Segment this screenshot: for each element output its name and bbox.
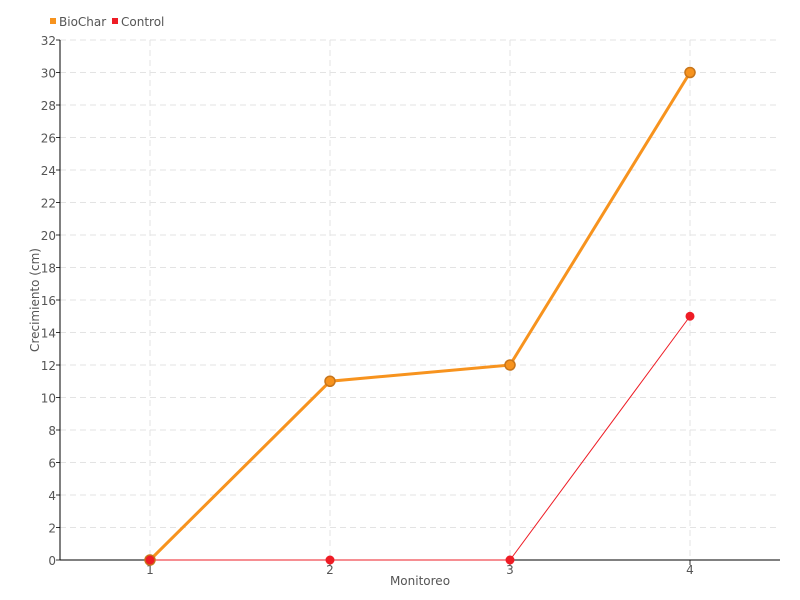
x-tick-label: 4 (686, 563, 694, 577)
y-tick-label: 18 (41, 262, 56, 276)
data-point-control (145, 555, 155, 565)
y-tick-label: 26 (41, 132, 56, 146)
series-layer (144, 66, 696, 566)
data-point-control (325, 555, 335, 565)
y-tick-label: 0 (48, 554, 56, 568)
series-line-biochar (148, 71, 692, 562)
data-point-biochar (324, 375, 336, 387)
legend: BioChar Control (50, 15, 164, 29)
x-axis-label: Monitoreo (390, 574, 450, 588)
y-tick-label: 30 (41, 67, 56, 81)
y-tick-label: 28 (41, 99, 56, 113)
y-axis-label: Crecimiento (cm) (28, 248, 42, 352)
y-tick-label: 16 (41, 294, 56, 308)
data-point-biochar (684, 66, 696, 79)
legend-swatch-control (112, 18, 118, 24)
x-tick-label: 1 (146, 563, 154, 577)
grid (60, 39, 780, 560)
y-tick-label: 32 (41, 34, 56, 48)
data-point-biochar (504, 359, 516, 371)
series-line-control (150, 315, 691, 561)
legend-label-biochar: BioChar (59, 15, 106, 29)
y-tick-label: 8 (48, 424, 56, 438)
data-point-control (505, 555, 515, 565)
x-tick-label: 3 (506, 563, 514, 577)
legend-swatch-biochar (50, 18, 56, 24)
y-tick-label: 2 (48, 522, 56, 536)
y-tick-label: 10 (41, 392, 56, 406)
y-tick-label: 24 (41, 164, 56, 178)
y-tick-label: 22 (41, 197, 56, 211)
y-tick-label: 14 (41, 327, 56, 341)
y-tick-label: 20 (41, 229, 56, 243)
y-tick-label: 12 (41, 359, 56, 373)
legend-label-control: Control (121, 15, 164, 29)
y-tick-label: 6 (48, 457, 56, 471)
data-point-control (685, 311, 695, 321)
x-tick-label: 2 (326, 563, 334, 577)
y-tick-label: 4 (48, 489, 56, 503)
